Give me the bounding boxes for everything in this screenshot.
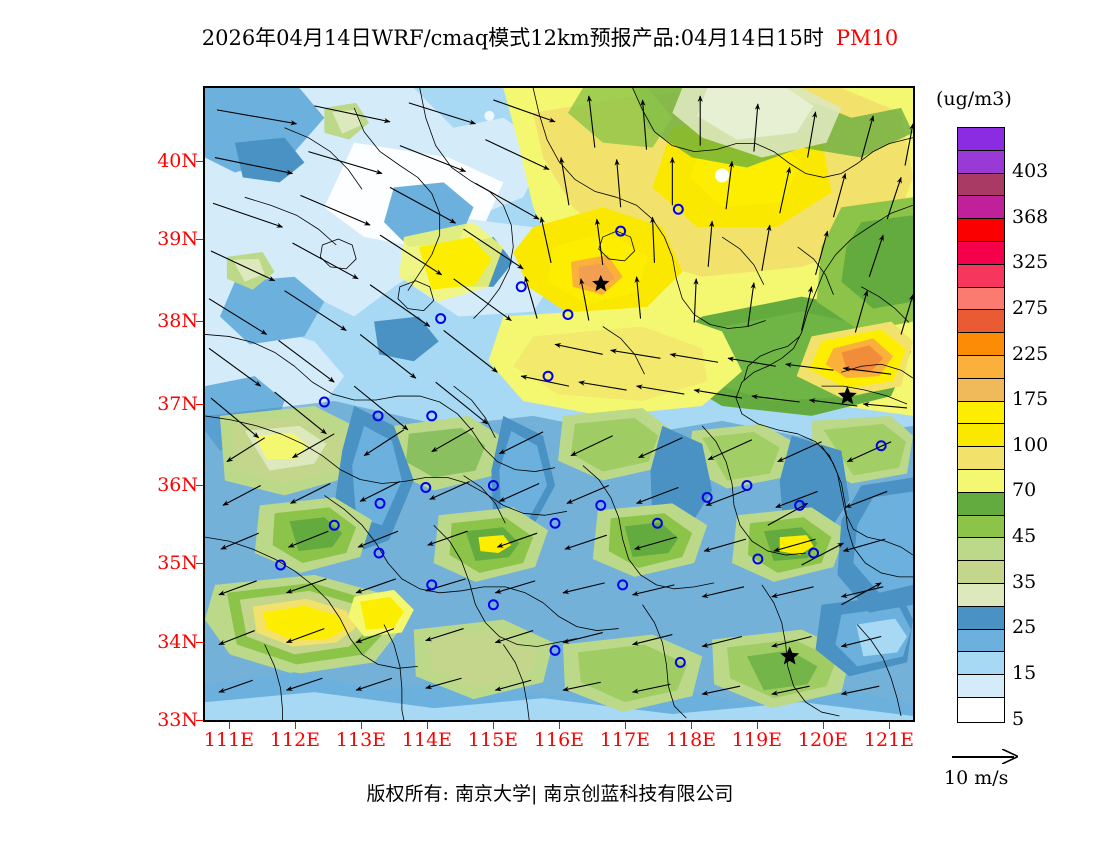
- colorbar-tick-label: 5: [1012, 707, 1025, 730]
- y-tick-mark: [196, 239, 203, 240]
- colorbar-band: [958, 287, 1004, 311]
- y-tick-mark: [196, 563, 203, 564]
- map-canvas: [205, 88, 913, 720]
- colorbar-band: [958, 469, 1004, 493]
- colorbar-tick-label: 35: [1012, 570, 1037, 593]
- y-tick-label: 34N: [157, 631, 198, 653]
- colorbar-band: [958, 515, 1004, 539]
- colorbar-band: [958, 424, 1004, 448]
- colorbar-band: [958, 538, 1004, 562]
- colorbar-band: [958, 241, 1004, 265]
- page-title: 2026年04月14日WRF/cmaq模式12km预报产品:04月14日15时 P…: [0, 22, 1100, 52]
- x-tick-mark: [823, 722, 824, 729]
- y-tick-label: 33N: [157, 709, 198, 731]
- colorbar-band: [958, 128, 1004, 151]
- x-tick-label: 116E: [533, 729, 585, 751]
- y-tick-mark: [196, 485, 203, 486]
- colorbar-band: [958, 561, 1004, 584]
- wind-scale-label: 10 m/s: [944, 767, 1009, 789]
- x-tick-mark: [493, 722, 494, 729]
- y-tick-label: 39N: [157, 228, 198, 250]
- colorbar-band: [958, 629, 1004, 653]
- x-tick-label: 113E: [335, 729, 387, 751]
- x-tick-label: 115E: [467, 729, 519, 751]
- colorbar-band: [958, 219, 1004, 242]
- title-main-text: 2026年04月14日WRF/cmaq模式12km预报产品:04月14日15时: [201, 26, 824, 50]
- colorbar-band: [958, 355, 1004, 379]
- wind-arrow-shaft: [952, 756, 1014, 758]
- y-tick-label: 38N: [157, 310, 198, 332]
- x-tick-mark: [757, 722, 758, 729]
- x-tick-mark: [559, 722, 560, 729]
- x-tick-mark: [889, 722, 890, 729]
- x-tick-mark: [295, 722, 296, 729]
- colorbar-band: [958, 447, 1004, 470]
- colorbar-band: [958, 697, 1004, 721]
- colorbar-band: [958, 583, 1004, 607]
- colorbar-tick-label: 175: [1012, 388, 1049, 411]
- x-tick-label: 120E: [797, 729, 849, 751]
- colorbar-band: [958, 378, 1004, 402]
- wind-reference-arrow: [944, 748, 1084, 766]
- y-tick-label: 36N: [157, 474, 198, 496]
- colorbar-band: [958, 606, 1004, 630]
- colorbar-tick-label: 70: [1012, 479, 1037, 502]
- colorbar-band: [958, 310, 1004, 334]
- colorbar-tick-label: 25: [1012, 616, 1037, 639]
- x-tick-mark: [427, 722, 428, 729]
- colorbar-tick-label: 403: [1012, 160, 1049, 183]
- x-tick-mark: [625, 722, 626, 729]
- x-tick-label: 112E: [269, 729, 321, 751]
- x-tick-mark: [361, 722, 362, 729]
- colorbar-band: [958, 150, 1004, 174]
- colorbar-band: [958, 492, 1004, 516]
- x-tick-label: 119E: [731, 729, 783, 751]
- y-tick-mark: [196, 161, 203, 162]
- colorbar-tick-label: 225: [1012, 342, 1049, 365]
- y-tick-label: 40N: [157, 150, 198, 172]
- colorbar-band: [958, 401, 1004, 425]
- wind-scale-legend: 10 m/s: [944, 748, 1084, 789]
- forecast-map[interactable]: [203, 86, 915, 722]
- x-tick-label: 121E: [863, 729, 915, 751]
- colorbar-band: [958, 333, 1004, 356]
- colorbar-tick-label: 100: [1012, 433, 1049, 456]
- colorbar[interactable]: [957, 127, 1005, 723]
- colorbar-band: [958, 652, 1004, 676]
- x-tick-label: 118E: [665, 729, 717, 751]
- colorbar-tick-label: 368: [1012, 205, 1049, 228]
- x-tick-mark: [229, 722, 230, 729]
- y-tick-mark: [196, 404, 203, 405]
- footer: 版权所有: 南京大学| 南京创蓝科技有限公司: [0, 779, 1100, 806]
- copyright-text: 版权所有: 南京大学| 南京创蓝科技有限公司: [366, 783, 734, 805]
- title-species-label: PM10: [835, 26, 899, 50]
- y-tick-mark: [196, 720, 203, 721]
- colorbar-unit-label: (ug/m3): [936, 88, 1012, 110]
- x-tick-mark: [691, 722, 692, 729]
- y-tick-label: 37N: [157, 393, 198, 415]
- y-tick-mark: [196, 321, 203, 322]
- colorbar-band: [958, 675, 1004, 698]
- x-tick-label: 114E: [401, 729, 453, 751]
- y-tick-mark: [196, 642, 203, 643]
- colorbar-tick-label: 45: [1012, 525, 1037, 548]
- colorbar-tick-label: 275: [1012, 296, 1049, 319]
- colorbar-tick-label: 15: [1012, 661, 1037, 684]
- colorbar-band: [958, 196, 1004, 220]
- colorbar-band: [958, 173, 1004, 197]
- wind-arrow-head-icon: [1002, 749, 1018, 764]
- colorbar-tick-label: 325: [1012, 251, 1049, 274]
- x-tick-label: 111E: [203, 729, 255, 751]
- x-tick-label: 117E: [599, 729, 651, 751]
- colorbar-band: [958, 264, 1004, 288]
- y-tick-label: 35N: [157, 552, 198, 574]
